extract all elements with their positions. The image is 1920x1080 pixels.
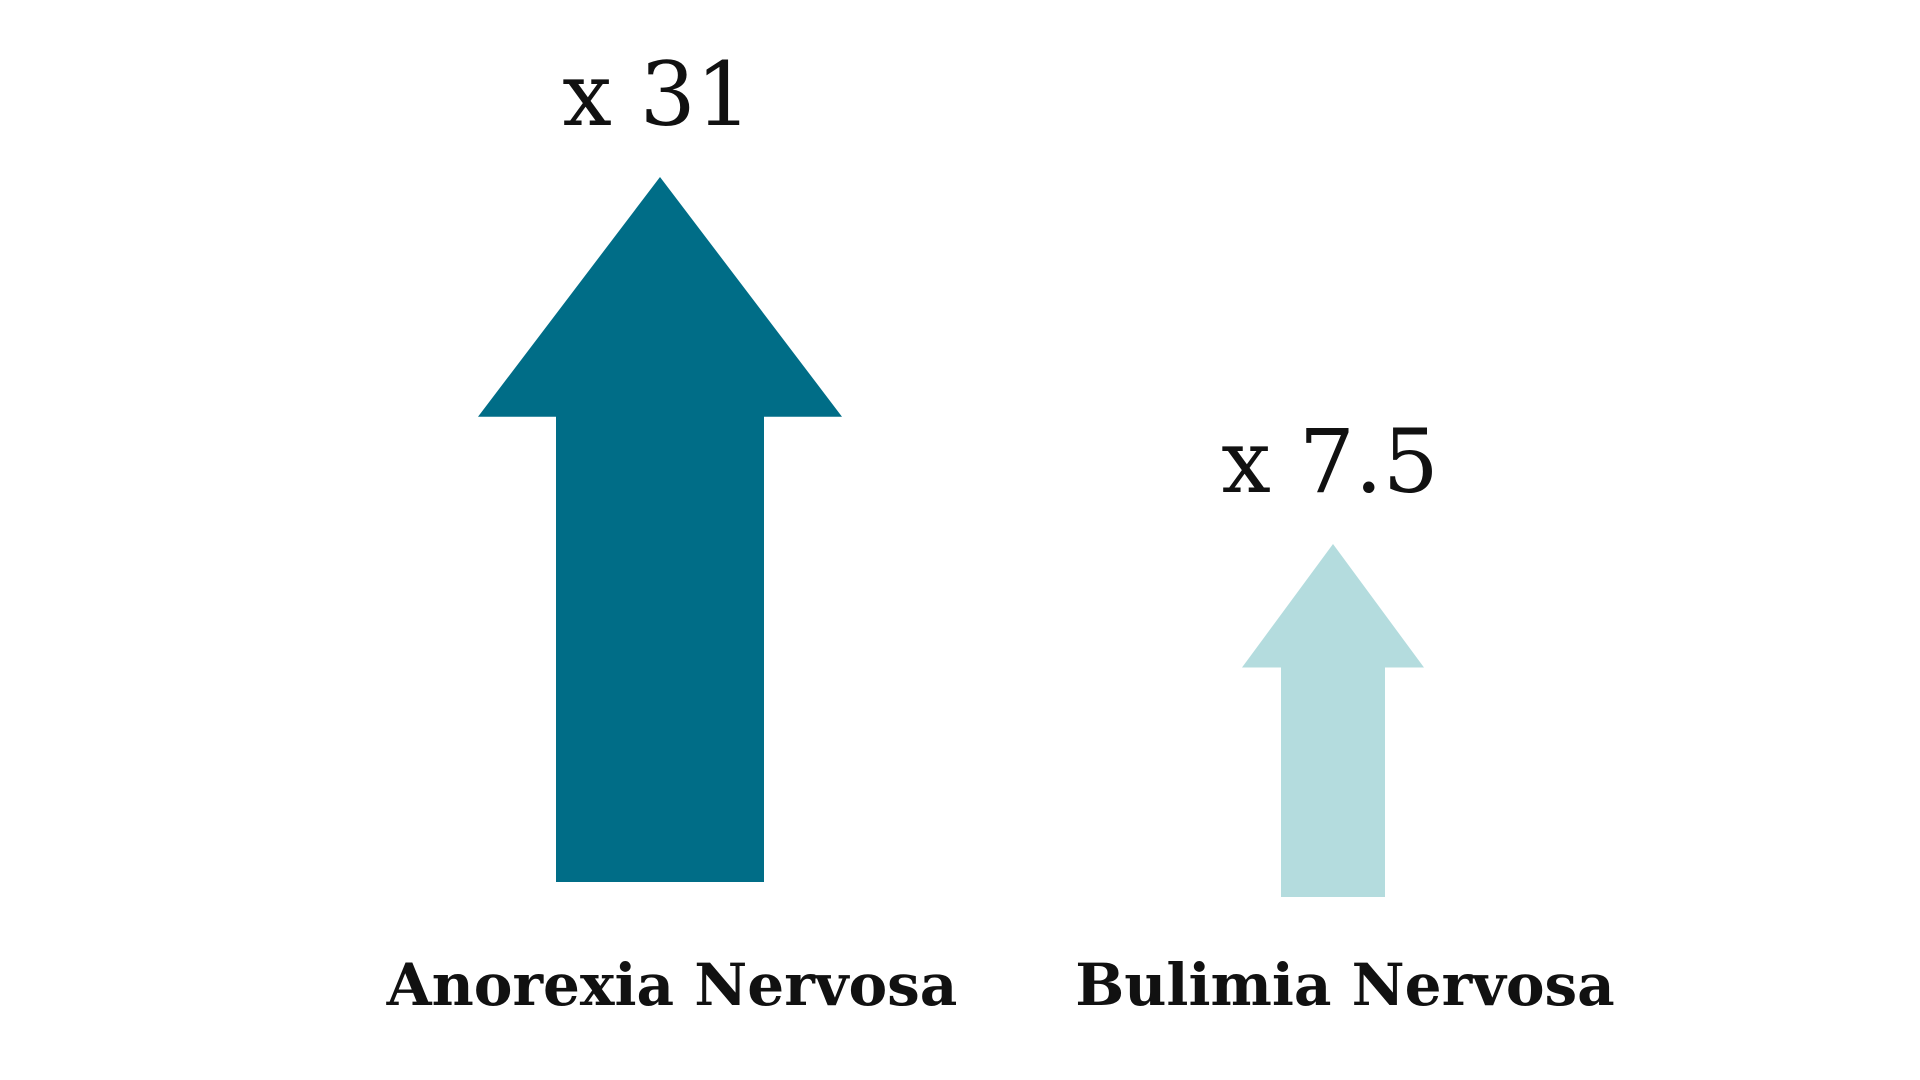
arrow-marks [478,177,1424,897]
category-label: Bulimia Nervosa [1075,951,1615,1019]
chart-labels: x 31 Anorexia Nervosa x 7.5 Bulimia Nervosa [386,43,1615,1019]
value-label: x 31 [562,43,752,146]
value-label: x 7.5 [1221,410,1439,513]
arrow-bulimia-nervosa [1242,544,1424,897]
category-label: Anorexia Nervosa [386,951,958,1019]
arrow-anorexia-nervosa [478,177,842,882]
